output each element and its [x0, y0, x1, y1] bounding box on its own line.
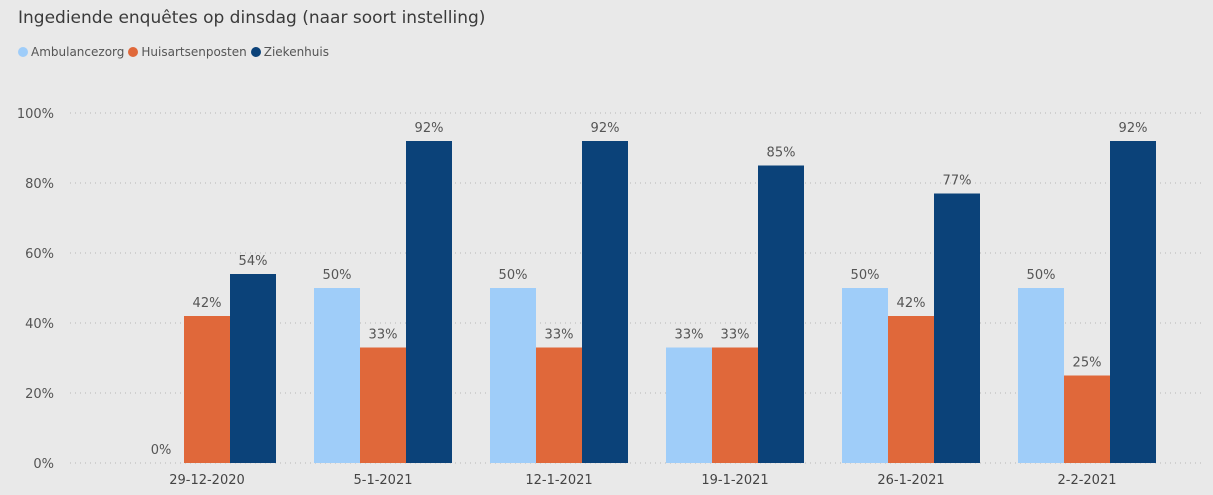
bar-huisartsenposten-2[interactable]	[536, 347, 582, 464]
data-label-ambulancezorg: 50%	[323, 268, 352, 283]
bar-ambulancezorg-5[interactable]	[1018, 288, 1064, 463]
bar-huisartsenposten-0[interactable]	[184, 316, 230, 463]
data-label-ziekenhuis: 54%	[239, 254, 268, 269]
legend-item-ziekenhuis[interactable]: Ziekenhuis	[250, 45, 329, 59]
data-label-huisartsenposten: 42%	[897, 296, 926, 311]
bar-ziekenhuis-0[interactable]	[230, 274, 276, 463]
data-label-ziekenhuis: 92%	[415, 121, 444, 136]
data-label-huisartsenposten: 33%	[545, 328, 574, 343]
bar-ziekenhuis-5[interactable]	[1110, 141, 1156, 463]
x-tick-label: 29-12-2020	[169, 473, 245, 488]
bar-huisartsenposten-1[interactable]	[360, 347, 406, 464]
x-tick-label: 26-1-2021	[877, 473, 944, 488]
data-label-ambulancezorg: 50%	[851, 268, 880, 283]
legend-label-huisartsenposten: Huisartsenposten	[141, 45, 247, 59]
data-label-ziekenhuis: 92%	[591, 121, 620, 136]
legend-label-ziekenhuis: Ziekenhuis	[263, 45, 329, 59]
y-tick-label: 40%	[25, 317, 54, 332]
y-tick-label: 80%	[25, 177, 54, 192]
data-label-huisartsenposten: 33%	[369, 328, 398, 343]
legend-item-huisartsenposten[interactable]: Huisartsenposten	[128, 45, 247, 59]
bar-ambulancezorg-3[interactable]	[666, 347, 712, 464]
x-tick-label: 5-1-2021	[353, 473, 412, 488]
chart-legend: Ambulancezorg Huisartsenposten Ziekenhui…	[18, 45, 333, 59]
data-label-ambulancezorg: 50%	[1027, 268, 1056, 283]
bar-huisartsenposten-5[interactable]	[1064, 375, 1110, 464]
legend-label-ambulancezorg: Ambulancezorg	[31, 45, 125, 59]
y-tick-label: 60%	[25, 247, 54, 262]
y-tick-label: 20%	[25, 387, 54, 402]
y-tick-label: 100%	[17, 107, 54, 122]
chart-title: Ingediende enquêtes op dinsdag (naar soo…	[18, 8, 486, 28]
x-tick-label: 19-1-2021	[701, 473, 768, 488]
bar-huisartsenposten-4[interactable]	[888, 316, 934, 463]
bar-ziekenhuis-3[interactable]	[758, 165, 804, 464]
bar-ziekenhuis-4[interactable]	[934, 193, 980, 464]
legend-swatch-huisartsenposten	[128, 47, 139, 57]
bar-ziekenhuis-1[interactable]	[406, 141, 452, 463]
data-label-huisartsenposten: 33%	[721, 328, 750, 343]
bar-ambulancezorg-1[interactable]	[314, 288, 360, 463]
bar-ziekenhuis-2[interactable]	[582, 141, 628, 463]
x-tick-label: 2-2-2021	[1057, 473, 1116, 488]
data-label-ziekenhuis: 92%	[1119, 121, 1148, 136]
legend-item-ambulancezorg[interactable]: Ambulancezorg	[18, 45, 124, 59]
legend-swatch-ambulancezorg	[18, 47, 28, 57]
data-label-huisartsenposten: 42%	[193, 296, 222, 311]
x-tick-label: 12-1-2021	[525, 473, 592, 488]
data-label-huisartsenposten: 25%	[1073, 356, 1102, 371]
legend-swatch-ziekenhuis	[250, 47, 261, 57]
bar-huisartsenposten-3[interactable]	[712, 347, 758, 464]
data-label-ambulancezorg: 33%	[675, 328, 704, 343]
bar-ambulancezorg-4[interactable]	[842, 288, 888, 463]
y-tick-label: 0%	[33, 457, 54, 472]
bar-ambulancezorg-2[interactable]	[490, 288, 536, 463]
data-label-ambulancezorg: 0%	[151, 443, 172, 458]
data-label-ambulancezorg: 50%	[499, 268, 528, 283]
data-label-ziekenhuis: 77%	[943, 174, 972, 189]
data-label-ziekenhuis: 85%	[767, 146, 796, 161]
